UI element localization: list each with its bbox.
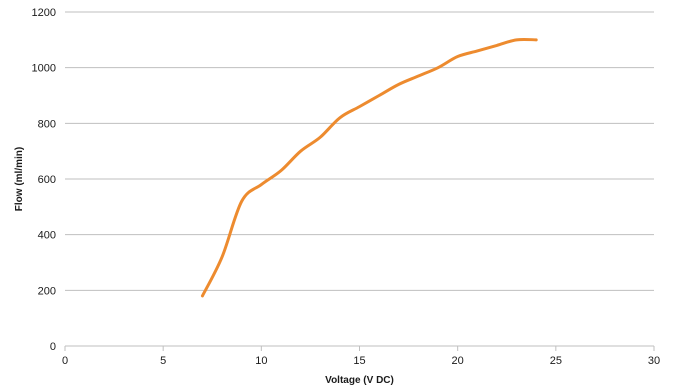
x-tick-label: 0 [62,355,68,367]
x-tick-label: 25 [550,355,562,367]
x-tick-label: 20 [452,355,464,367]
y-tick-label: 400 [38,230,56,242]
x-axis-title: Voltage (V DC) [325,375,394,386]
series-layer [200,37,538,298]
y-axis-title: Flow (ml/min) [14,147,25,211]
x-tick-label: 10 [255,355,267,367]
y-tick-label: 0 [50,341,56,353]
x-tick-label: 30 [648,355,660,367]
x-tick-label: 5 [160,355,166,367]
y-tick-label: 600 [38,174,56,186]
grid-layer [65,11,654,291]
y-tick-label: 200 [38,285,56,297]
series-line [200,37,538,298]
axis-layer [64,345,655,351]
x-tick-label: 15 [353,355,365,367]
y-tick-label: 1000 [32,63,56,75]
y-tick-label: 800 [38,118,56,130]
y-tick-label: 1200 [32,7,56,19]
label-layer: Voltage (V DC) Flow (ml/min) 02004006008… [14,7,660,386]
